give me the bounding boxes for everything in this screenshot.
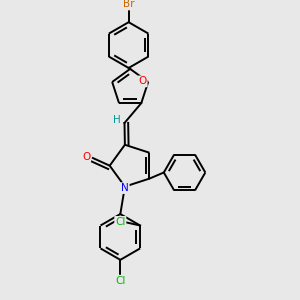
Text: Cl: Cl xyxy=(115,217,125,227)
Text: O: O xyxy=(82,152,90,161)
Text: O: O xyxy=(139,76,147,86)
Text: Cl: Cl xyxy=(115,276,125,286)
Text: N: N xyxy=(121,183,129,193)
Text: Br: Br xyxy=(123,0,134,10)
Text: H: H xyxy=(113,115,121,125)
